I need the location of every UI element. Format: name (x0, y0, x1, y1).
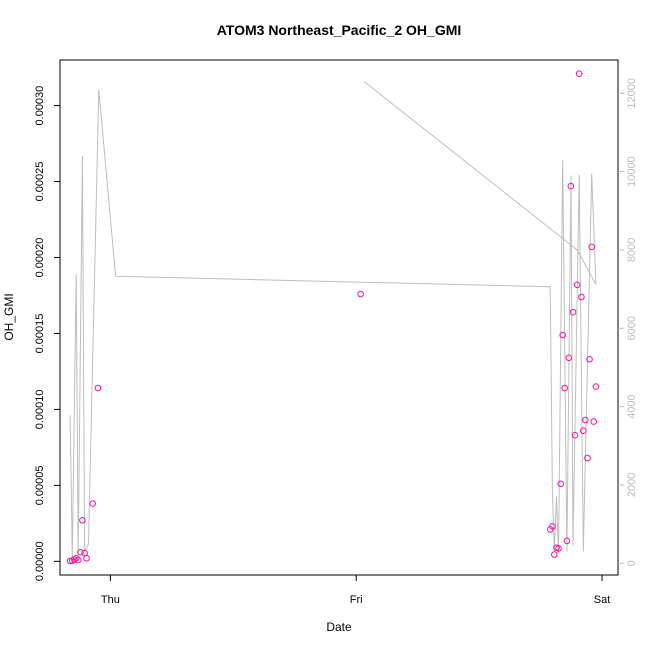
x-tick-label: Thu (101, 594, 120, 606)
altitude-series (69, 81, 597, 558)
data-point-18 (557, 480, 565, 488)
data-point-30 (582, 416, 589, 424)
y2-tick-label: 12000 (626, 78, 638, 109)
y2-tick-label: 8000 (626, 238, 638, 262)
data-point-4 (72, 555, 80, 562)
y-axis: 0.00000 0.00005 0.00010 0.00015 0.00020 0.000… (34, 86, 60, 581)
y-tick-label: 0.00010 (34, 390, 46, 430)
y2-tick-label: 10000 (626, 156, 638, 187)
data-point-22 (565, 354, 573, 362)
data-point-21 (563, 537, 571, 545)
data-point-28 (578, 293, 585, 301)
altitude-line-segment-2 (363, 81, 578, 251)
y2-tick-label: 4000 (626, 394, 638, 418)
y2-tick-label: 2000 (626, 473, 638, 497)
data-point-7 (79, 517, 86, 524)
x-axis: Thu Fri Sat (101, 574, 611, 606)
plot-frame (59, 59, 619, 576)
data-point-31 (584, 454, 591, 462)
data-point-19 (559, 331, 567, 339)
data-point-10 (89, 500, 96, 507)
altitude-line-segment-1 (69, 89, 597, 558)
x-axis-label: Date (326, 620, 352, 634)
data-point-5 (74, 556, 82, 564)
y2-tick-label: 0 (626, 560, 638, 566)
x-tick-label: Sat (594, 594, 611, 606)
data-point-9 (83, 555, 90, 562)
y-axis-label: OH_GMI (2, 293, 16, 340)
data-point-12 (357, 290, 364, 298)
right-y-axis: 0 2000 4000 6000 8000 10000 12000 (618, 78, 638, 566)
x-tick-label: Fri (350, 594, 363, 606)
y-tick-label: 0.00005 (34, 466, 46, 506)
y-tick-label: 0.00000 (34, 541, 46, 581)
data-point-32 (586, 356, 593, 363)
chart-title: ATOM3 Northeast_Pacific_2 OH_GMI (217, 22, 462, 38)
data-point-27 (575, 70, 583, 77)
y-tick-label: 0.00020 (34, 238, 46, 278)
data-point-6 (77, 548, 84, 556)
y-tick-label: 0.00030 (34, 86, 46, 126)
data-point-34 (590, 418, 598, 425)
data-point-11 (94, 384, 102, 392)
data-point-26 (573, 281, 581, 289)
data-point-15 (551, 551, 558, 558)
data-point-33 (588, 243, 596, 251)
data-point-24 (569, 308, 577, 316)
data-point-29 (580, 427, 587, 435)
oh-gmi-series (66, 70, 600, 565)
data-point-23 (567, 182, 575, 190)
data-point-35 (592, 383, 600, 390)
data-point-25 (571, 431, 579, 439)
y2-tick-label: 6000 (626, 316, 638, 340)
data-point-20 (561, 384, 569, 392)
data-point-17 (555, 545, 562, 552)
y-tick-label: 0.00015 (34, 314, 46, 354)
data-point-14 (549, 523, 556, 530)
y-tick-label: 0.00025 (34, 162, 46, 202)
